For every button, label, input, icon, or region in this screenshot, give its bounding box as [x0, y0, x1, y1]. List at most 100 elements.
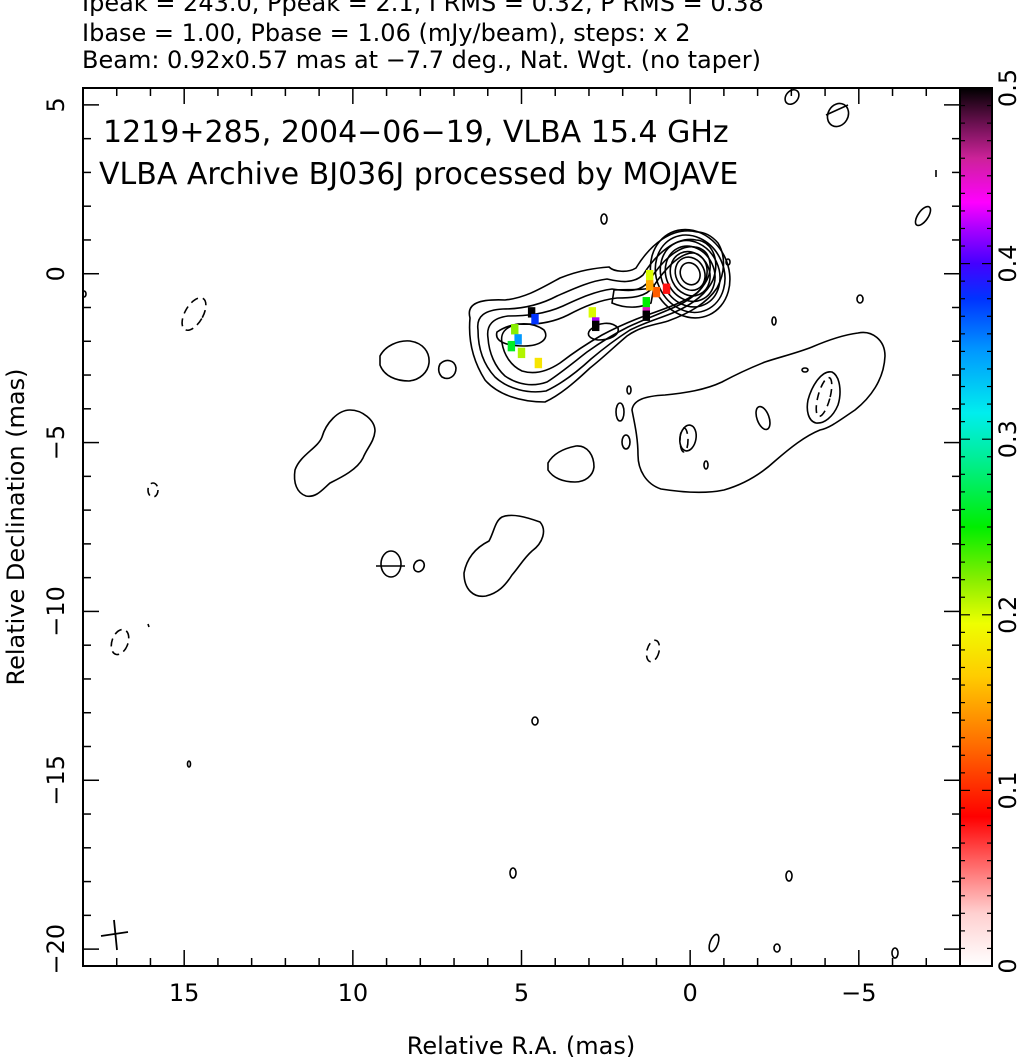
contour-negative	[645, 639, 661, 663]
polarization-pixel	[662, 283, 671, 294]
header-base-line: Ibase = 1.00, Pbase = 1.06 (mJy/beam), s…	[82, 19, 691, 47]
polarization-pixel	[645, 280, 654, 291]
contour-negative	[147, 482, 159, 498]
x-axis-title: Relative R.A. (mas)	[407, 1032, 635, 1060]
y-axis-title: Relative Declination (mas)	[2, 368, 30, 685]
contour-islet	[626, 385, 632, 395]
polarization-pixel	[511, 324, 519, 335]
contour-islet	[801, 367, 809, 373]
contour-islet	[531, 716, 539, 726]
contour-islet	[509, 867, 517, 879]
x-tick-label: 10	[338, 979, 369, 1007]
contour-islet	[914, 205, 932, 227]
polarization-pixel	[514, 334, 522, 345]
polarization-pixels	[507, 270, 671, 369]
jet-contour-hole	[495, 323, 547, 347]
polarization-pixel	[591, 320, 600, 332]
contour-islet	[784, 88, 800, 106]
y-tick-label: −15	[42, 755, 70, 806]
colorbar-ticks	[960, 87, 992, 967]
negative-contours	[110, 296, 833, 663]
plot-frame	[82, 87, 961, 967]
colorbar-tick-label: 0.2	[994, 596, 1021, 634]
jet-contour-outer	[468, 230, 725, 403]
jet-contour-knot	[587, 322, 620, 341]
core-contour	[679, 261, 701, 286]
contour-islet	[785, 870, 793, 882]
colorbar-tick-label: 0.1	[994, 771, 1021, 809]
polarization-pixel	[642, 310, 651, 321]
contour-islet	[600, 213, 608, 225]
y-tick-label: −5	[42, 425, 70, 460]
contour-negative	[679, 427, 689, 453]
contour-blob-sw	[463, 514, 545, 598]
contour-islet	[755, 405, 771, 431]
contour-islet	[186, 760, 192, 768]
contour-islet	[708, 933, 720, 953]
polarization-pixel	[588, 307, 597, 318]
map-subtitle-annotation: VLBA Archive BJ036J processed by MOJAVE	[99, 157, 738, 192]
jet-contour-inner-link	[611, 285, 656, 308]
contour-negative	[147, 623, 150, 628]
contour-islet	[771, 316, 777, 326]
contour-islet	[725, 258, 731, 266]
contour-blob-knot-se	[806, 371, 841, 424]
contour-negative	[181, 296, 207, 332]
colorbar-tick-label: 0.5	[994, 69, 1021, 107]
polarization-pixel	[642, 297, 651, 308]
axis-ticks	[82, 88, 961, 966]
jet-contour-4	[500, 252, 708, 374]
contour-blob-se	[631, 331, 886, 494]
x-tick-label: 5	[514, 979, 529, 1007]
polarization-pixel	[534, 357, 543, 369]
contour-islet	[773, 943, 781, 953]
contour-blob-mid	[547, 445, 595, 483]
polarization-pixel	[517, 347, 526, 359]
polarization-pixel	[652, 286, 661, 298]
contour-islet	[621, 434, 631, 450]
map-content	[83, 88, 937, 959]
core-contour	[669, 250, 711, 297]
contour-islet	[412, 559, 426, 573]
contour-islet	[826, 102, 850, 128]
contour-islet	[891, 947, 899, 959]
x-tick-labels: 15 10 5 0 −5	[169, 979, 877, 1007]
x-tick-label: 15	[169, 979, 200, 1007]
polarization-pixel	[531, 313, 539, 325]
colorbar-tick-label: 0.3	[994, 420, 1021, 458]
y-tick-label: 0	[42, 266, 70, 281]
polarization-pixel	[507, 340, 516, 352]
colorbar-tick-label: 0.4	[994, 245, 1021, 283]
contour-islet	[615, 402, 625, 422]
jet-contour-2	[476, 238, 717, 393]
colorbar: 0 0.1 0.2 0.3 0.4 0.5	[959, 69, 1021, 974]
colorbar-gradient	[960, 88, 992, 966]
contour-blob-left	[379, 340, 430, 382]
y-tick-label: −20	[42, 924, 70, 975]
contour-blob-w	[293, 409, 376, 498]
y-tick-label: 5	[42, 97, 70, 112]
x-tick-label: −5	[841, 979, 876, 1007]
contour-islet	[856, 294, 864, 304]
contour-islet	[703, 460, 709, 470]
colorbar-tick-label: 0	[994, 958, 1021, 973]
contour-islet	[380, 550, 402, 578]
y-tick-labels: 5 0 −5 −10 −15 −20	[42, 97, 70, 974]
y-tick-label: −10	[42, 586, 70, 637]
contour-blob-small	[437, 359, 457, 380]
beam-marker	[100, 919, 129, 951]
jet-contour-3	[486, 245, 711, 386]
core-contour	[654, 234, 726, 314]
map-title-annotation: 1219+285, 2004−06−19, VLBA 15.4 GHz	[103, 115, 729, 150]
contour-negative	[815, 376, 833, 418]
jet-contours	[468, 230, 725, 403]
polarization-pixel	[645, 270, 654, 281]
header-beam-line: Beam: 0.92x0.57 mas at −7.7 deg., Nat. W…	[82, 46, 761, 74]
x-tick-label: 0	[683, 979, 698, 1007]
diffuse-contours	[83, 88, 937, 959]
contour-tick	[825, 104, 849, 116]
polarization-pixel	[527, 307, 536, 318]
core-contour	[674, 256, 706, 292]
colorbar-tick-labels: 0 0.1 0.2 0.3 0.4 0.5	[994, 69, 1021, 974]
